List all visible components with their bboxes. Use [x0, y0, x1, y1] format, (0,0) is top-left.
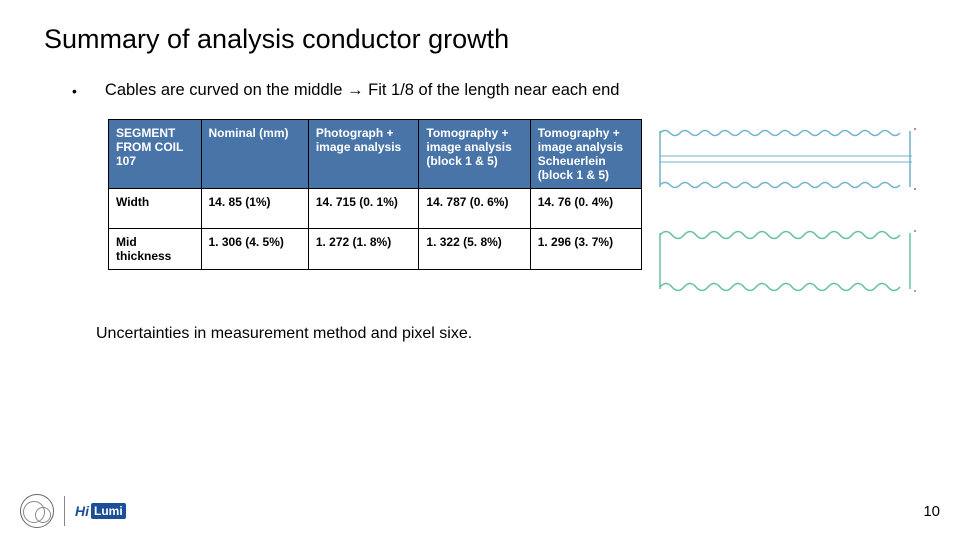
table-cell: 14. 787 (0. 6%): [419, 189, 530, 229]
hilumi-brand-2: Lumi: [91, 503, 126, 519]
cern-logo-icon: [20, 494, 54, 528]
table-cell: Mid thickness: [109, 229, 202, 270]
table-header: Nominal (mm): [201, 120, 308, 189]
table-header: SEGMENT FROM COIL 107: [109, 120, 202, 189]
table-header: Tomography + image analysis Scheuerlein …: [530, 120, 641, 189]
table-cell: 1. 272 (1. 8%): [308, 229, 419, 270]
table-cell: 14. 715 (0. 1%): [308, 189, 419, 229]
table-header: Photograph + image analysis: [308, 120, 419, 189]
bullet-text: Cables are curved on the middle → Fit 1/…: [105, 81, 620, 100]
measurements-table: SEGMENT FROM COIL 107 Nominal (mm) Photo…: [108, 119, 642, 270]
table-cell: 14. 85 (1%): [201, 189, 308, 229]
divider-icon: [64, 496, 65, 526]
hilumi-logo-icon: HiLumi: [75, 503, 126, 519]
bullet-dot-icon: •: [72, 81, 77, 101]
table-header: Tomography + image analysis (block 1 & 5…: [419, 120, 530, 189]
footnote-text: Uncertainties in measurement method and …: [96, 325, 916, 343]
table-cell: 1. 296 (3. 7%): [530, 229, 641, 270]
table-row: Width 14. 85 (1%) 14. 715 (0. 1%) 14. 78…: [109, 189, 642, 229]
bullet-item: • Cables are curved on the middle → Fit …: [72, 81, 916, 101]
hilumi-brand-1: Hi: [75, 503, 89, 519]
table-cell: 1. 306 (4. 5%): [201, 229, 308, 270]
cable-diagram-top: [656, 123, 916, 195]
table-cell: 1. 322 (5. 8%): [419, 229, 530, 270]
page-number: 10: [923, 503, 940, 520]
page-title: Summary of analysis conductor growth: [44, 24, 916, 55]
table-cell: Width: [109, 189, 202, 229]
cable-diagram-bottom: [656, 225, 916, 297]
footer-logos: HiLumi: [20, 494, 126, 528]
cable-diagrams: [656, 119, 916, 297]
table-row: Mid thickness 1. 306 (4. 5%) 1. 272 (1. …: [109, 229, 642, 270]
table-cell: 14. 76 (0. 4%): [530, 189, 641, 229]
